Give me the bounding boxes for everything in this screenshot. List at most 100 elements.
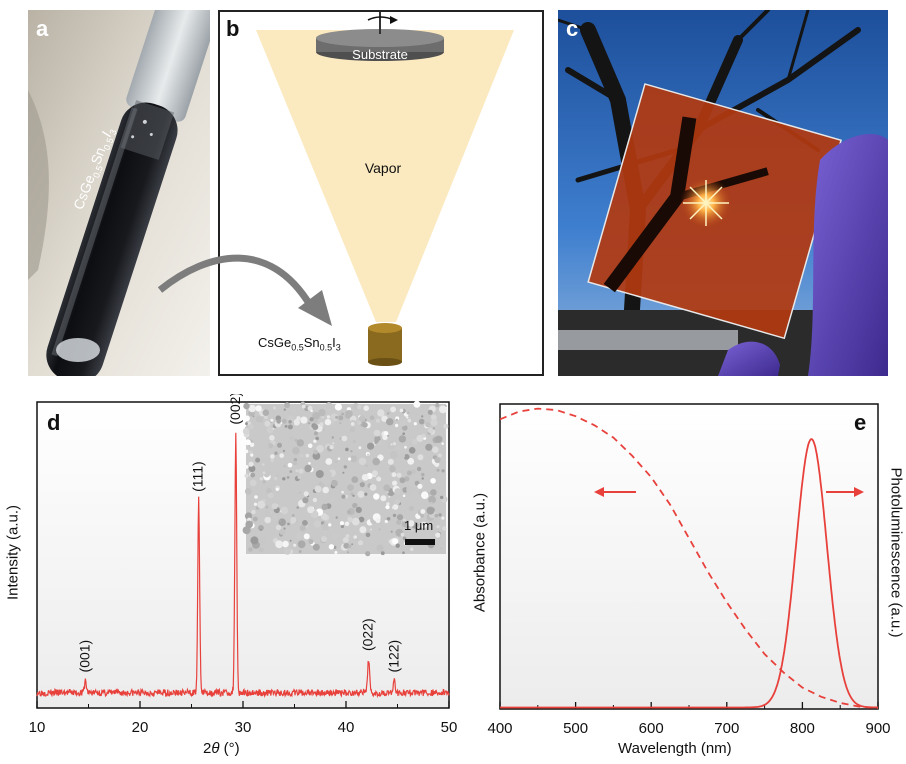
sem-grain [267,492,274,499]
sem-grain [386,517,391,521]
sem-grain [304,464,312,473]
panel-a-label: a [36,16,49,41]
sem-grain [398,435,407,443]
x-tick-label: 600 [639,720,664,737]
sem-grain [430,478,436,484]
sem-grain [406,486,414,494]
sem-grain [443,423,449,429]
x-axis-label-part: 2 [203,740,212,757]
sem-grain [248,547,253,552]
sem-grain [307,422,311,425]
sem-grain [392,513,397,518]
sem-grain [440,547,443,550]
sem-grain [244,488,252,495]
sem-grain [384,519,388,524]
sem-grain [359,526,367,534]
sem-grain [250,472,256,478]
sem-grain [319,422,324,427]
sem-grain [403,454,410,460]
sem-grain [377,409,385,417]
panel-e-chart: 400 500 600 700 800 900 e Absorbance (a.u.) P… [470,394,906,764]
sem-grain [282,477,286,481]
x-tick-label: 500 [563,720,588,737]
sem-grain [296,416,301,421]
sem-grain [416,530,421,535]
sem-grain [278,519,282,523]
glove-bottom [718,341,780,376]
sem-grain [313,439,317,443]
sem-inset [242,400,449,557]
sem-grain [399,452,406,459]
sem-grain [426,506,435,515]
sem-grain [348,544,352,548]
sem-grain [321,415,325,419]
sem-grain [395,543,400,548]
sem-grain [275,540,283,549]
sem-grain [257,500,266,509]
sem-grain [244,473,249,478]
sem-grain [399,477,406,484]
sem-grain [353,535,357,539]
sem-grain [328,523,332,527]
sem-grain [345,410,353,418]
sem-grain [296,506,300,509]
sem-grain [344,521,350,527]
sem-grain [244,512,253,520]
sem-grain [410,529,414,532]
sem-grain [331,499,334,502]
sem-grain [271,536,275,540]
sem-grain [281,418,287,424]
sem-grain [315,470,324,478]
source-label-sub: 3 [335,342,341,353]
sem-grain [249,442,255,448]
sem-grain [289,539,292,542]
sem-grain [279,453,285,458]
absorbance-series-line [499,407,879,709]
sem-grain [273,476,278,481]
sem-grain [253,443,259,449]
sem-grain [293,543,297,547]
sem-grain [386,491,389,494]
peak-label: (001) [76,640,92,673]
sem-grain [262,480,266,484]
sem-grain [264,415,268,420]
sem-grain [380,495,387,502]
peak-label: (111) [190,461,206,492]
sem-grain [421,479,425,483]
absorbance-pl-chart: 400 500 600 700 800 900 [487,403,891,737]
sem-grain [318,408,326,417]
sem-grain [359,545,365,551]
sem-grain [299,491,302,494]
xrd-series-line [36,432,450,699]
sem-grain [384,517,388,521]
arrow-right-icon [826,487,864,497]
sem-grain [402,551,405,554]
sem-grain [396,446,401,451]
sem-grain [296,439,304,447]
sem-grain [392,538,399,545]
sem-grain [357,420,362,425]
sem-grain [369,528,373,531]
sem-grain [390,450,398,459]
sem-grain [325,402,333,409]
sem-grain [324,470,332,479]
sem-grain [332,459,336,463]
sem-grain [422,523,425,526]
sem-grain [287,522,290,526]
sem-grain [404,476,410,482]
x-tick-label: 900 [865,720,890,737]
sem-grain [396,514,404,521]
sem-grain [329,445,334,450]
sem-grain [242,526,251,535]
x-tick-label: 400 [487,720,512,737]
sem-grain [328,544,335,550]
sem-grain [268,443,274,449]
sem-grain [254,495,258,499]
sem-grain [320,536,327,543]
sem-grain [244,439,251,446]
sem-grain [363,405,370,411]
sem-grain [264,516,272,524]
sem-grain [413,422,417,426]
sem-grain [421,472,425,477]
transfer-arrow-icon [157,254,332,326]
